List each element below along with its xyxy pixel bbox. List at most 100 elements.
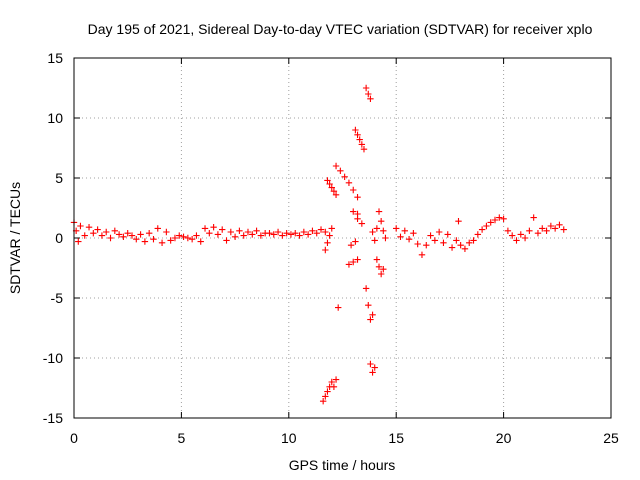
data-point — [375, 263, 383, 270]
data-point — [77, 222, 84, 230]
data-point — [530, 214, 537, 221]
data-point — [504, 227, 512, 234]
data-point — [111, 227, 119, 234]
x-axis-label: GPS time / hours — [289, 457, 396, 473]
x-tick-label: 0 — [70, 430, 78, 446]
data-point — [418, 251, 426, 258]
data-point — [296, 232, 303, 239]
data-point — [231, 233, 239, 240]
data-point — [98, 232, 106, 239]
data-point — [371, 364, 378, 371]
data-point — [330, 383, 338, 390]
data-point — [266, 230, 273, 237]
x-tick-label: 10 — [281, 430, 297, 446]
data-point — [332, 376, 340, 383]
data-point — [292, 230, 299, 237]
data-point — [483, 222, 490, 230]
data-point — [85, 224, 93, 231]
data-point — [137, 231, 144, 238]
data-point — [184, 234, 192, 242]
data-point — [478, 226, 486, 233]
data-point — [345, 261, 353, 268]
data-point — [382, 234, 389, 242]
data-point — [141, 238, 149, 245]
data-point — [326, 232, 333, 239]
data-point — [330, 188, 338, 195]
data-point — [354, 215, 361, 222]
data-point — [145, 230, 153, 237]
data-point — [332, 191, 340, 198]
data-point — [324, 239, 331, 246]
data-point — [300, 228, 308, 236]
data-point — [362, 285, 370, 292]
data-point — [354, 194, 361, 201]
data-point — [317, 226, 325, 233]
data-point — [81, 232, 88, 239]
data-point — [380, 227, 387, 234]
y-tick-label: 10 — [47, 110, 63, 126]
data-point — [240, 232, 247, 239]
data-point — [367, 360, 374, 368]
data-point — [249, 231, 256, 238]
data-point — [313, 230, 320, 237]
data-points — [70, 84, 567, 405]
data-point — [455, 218, 462, 225]
y-tick-label: -5 — [51, 290, 64, 306]
data-point — [180, 233, 187, 240]
grid-lines — [74, 58, 611, 418]
data-point — [356, 136, 363, 143]
data-point — [560, 226, 567, 233]
data-point — [435, 228, 443, 236]
chart-title: Day 195 of 2021, Sidereal Day-to-day VTE… — [88, 21, 593, 37]
data-point — [107, 234, 114, 242]
data-point — [350, 186, 357, 194]
data-point — [375, 208, 383, 215]
data-point — [470, 237, 477, 244]
data-point — [350, 258, 357, 266]
data-point — [270, 231, 277, 238]
y-tick-label: 0 — [55, 230, 63, 246]
data-point — [75, 238, 82, 245]
data-point — [358, 141, 366, 148]
data-point — [158, 239, 166, 246]
data-point — [283, 230, 290, 237]
data-point — [133, 236, 140, 243]
data-point — [352, 126, 359, 134]
data-point — [466, 239, 473, 246]
data-point — [206, 230, 213, 237]
data-point — [551, 225, 559, 232]
data-point — [176, 232, 183, 239]
data-point — [556, 221, 563, 228]
data-point — [373, 256, 381, 263]
data-point — [414, 240, 421, 248]
data-point — [517, 231, 524, 238]
data-point — [309, 227, 316, 234]
data-point — [360, 146, 368, 153]
data-point — [332, 162, 340, 170]
data-point — [304, 231, 312, 238]
data-point — [150, 236, 157, 243]
data-point — [324, 388, 331, 395]
data-point — [115, 231, 123, 238]
y-tick-label: 15 — [47, 50, 63, 66]
data-point — [380, 266, 387, 273]
data-point — [324, 177, 331, 184]
data-point — [461, 245, 469, 252]
y-tick-label: 5 — [55, 170, 63, 186]
data-point — [347, 242, 355, 249]
data-point — [274, 228, 282, 236]
data-point — [427, 232, 434, 239]
y-tick-label: -10 — [43, 350, 63, 366]
data-point — [453, 237, 460, 244]
data-point — [369, 369, 376, 376]
y-tick-label: -15 — [43, 410, 63, 426]
data-point — [393, 225, 400, 232]
data-point — [253, 227, 260, 234]
plot-frame — [73, 57, 612, 419]
data-point — [257, 232, 265, 239]
data-point — [236, 227, 243, 234]
data-point — [90, 230, 97, 237]
data-point — [367, 95, 374, 102]
data-point — [223, 237, 230, 244]
data-point — [188, 236, 196, 243]
